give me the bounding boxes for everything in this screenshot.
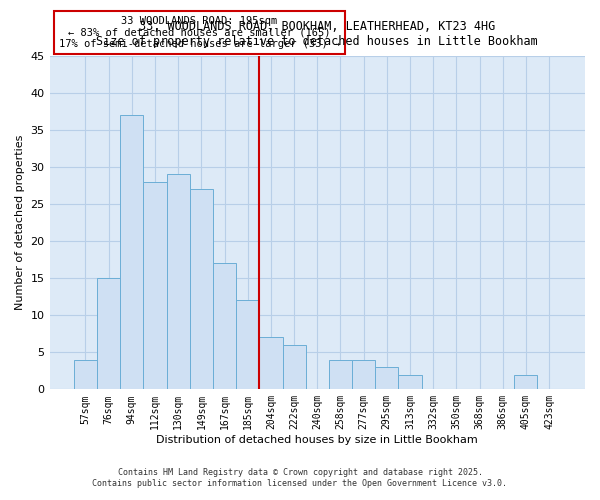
Bar <box>329 360 352 390</box>
Bar <box>236 300 259 390</box>
Bar <box>143 182 167 390</box>
Bar <box>398 374 422 390</box>
Bar <box>352 360 375 390</box>
Title: 33, WOODLANDS ROAD, BOOKHAM, LEATHERHEAD, KT23 4HG
Size of property relative to : 33, WOODLANDS ROAD, BOOKHAM, LEATHERHEAD… <box>97 20 538 48</box>
Bar <box>74 360 97 390</box>
Bar <box>97 278 120 390</box>
Bar <box>283 345 305 390</box>
Bar <box>213 264 236 390</box>
X-axis label: Distribution of detached houses by size in Little Bookham: Distribution of detached houses by size … <box>157 435 478 445</box>
Bar <box>167 174 190 390</box>
Y-axis label: Number of detached properties: Number of detached properties <box>15 135 25 310</box>
Bar <box>514 374 538 390</box>
Bar <box>375 367 398 390</box>
Bar <box>120 115 143 390</box>
Text: 33 WOODLANDS ROAD: 195sqm
← 83% of detached houses are smaller (165)
17% of semi: 33 WOODLANDS ROAD: 195sqm ← 83% of detac… <box>59 16 340 49</box>
Text: Contains HM Land Registry data © Crown copyright and database right 2025.
Contai: Contains HM Land Registry data © Crown c… <box>92 468 508 487</box>
Bar <box>190 190 213 390</box>
Bar <box>259 338 283 390</box>
